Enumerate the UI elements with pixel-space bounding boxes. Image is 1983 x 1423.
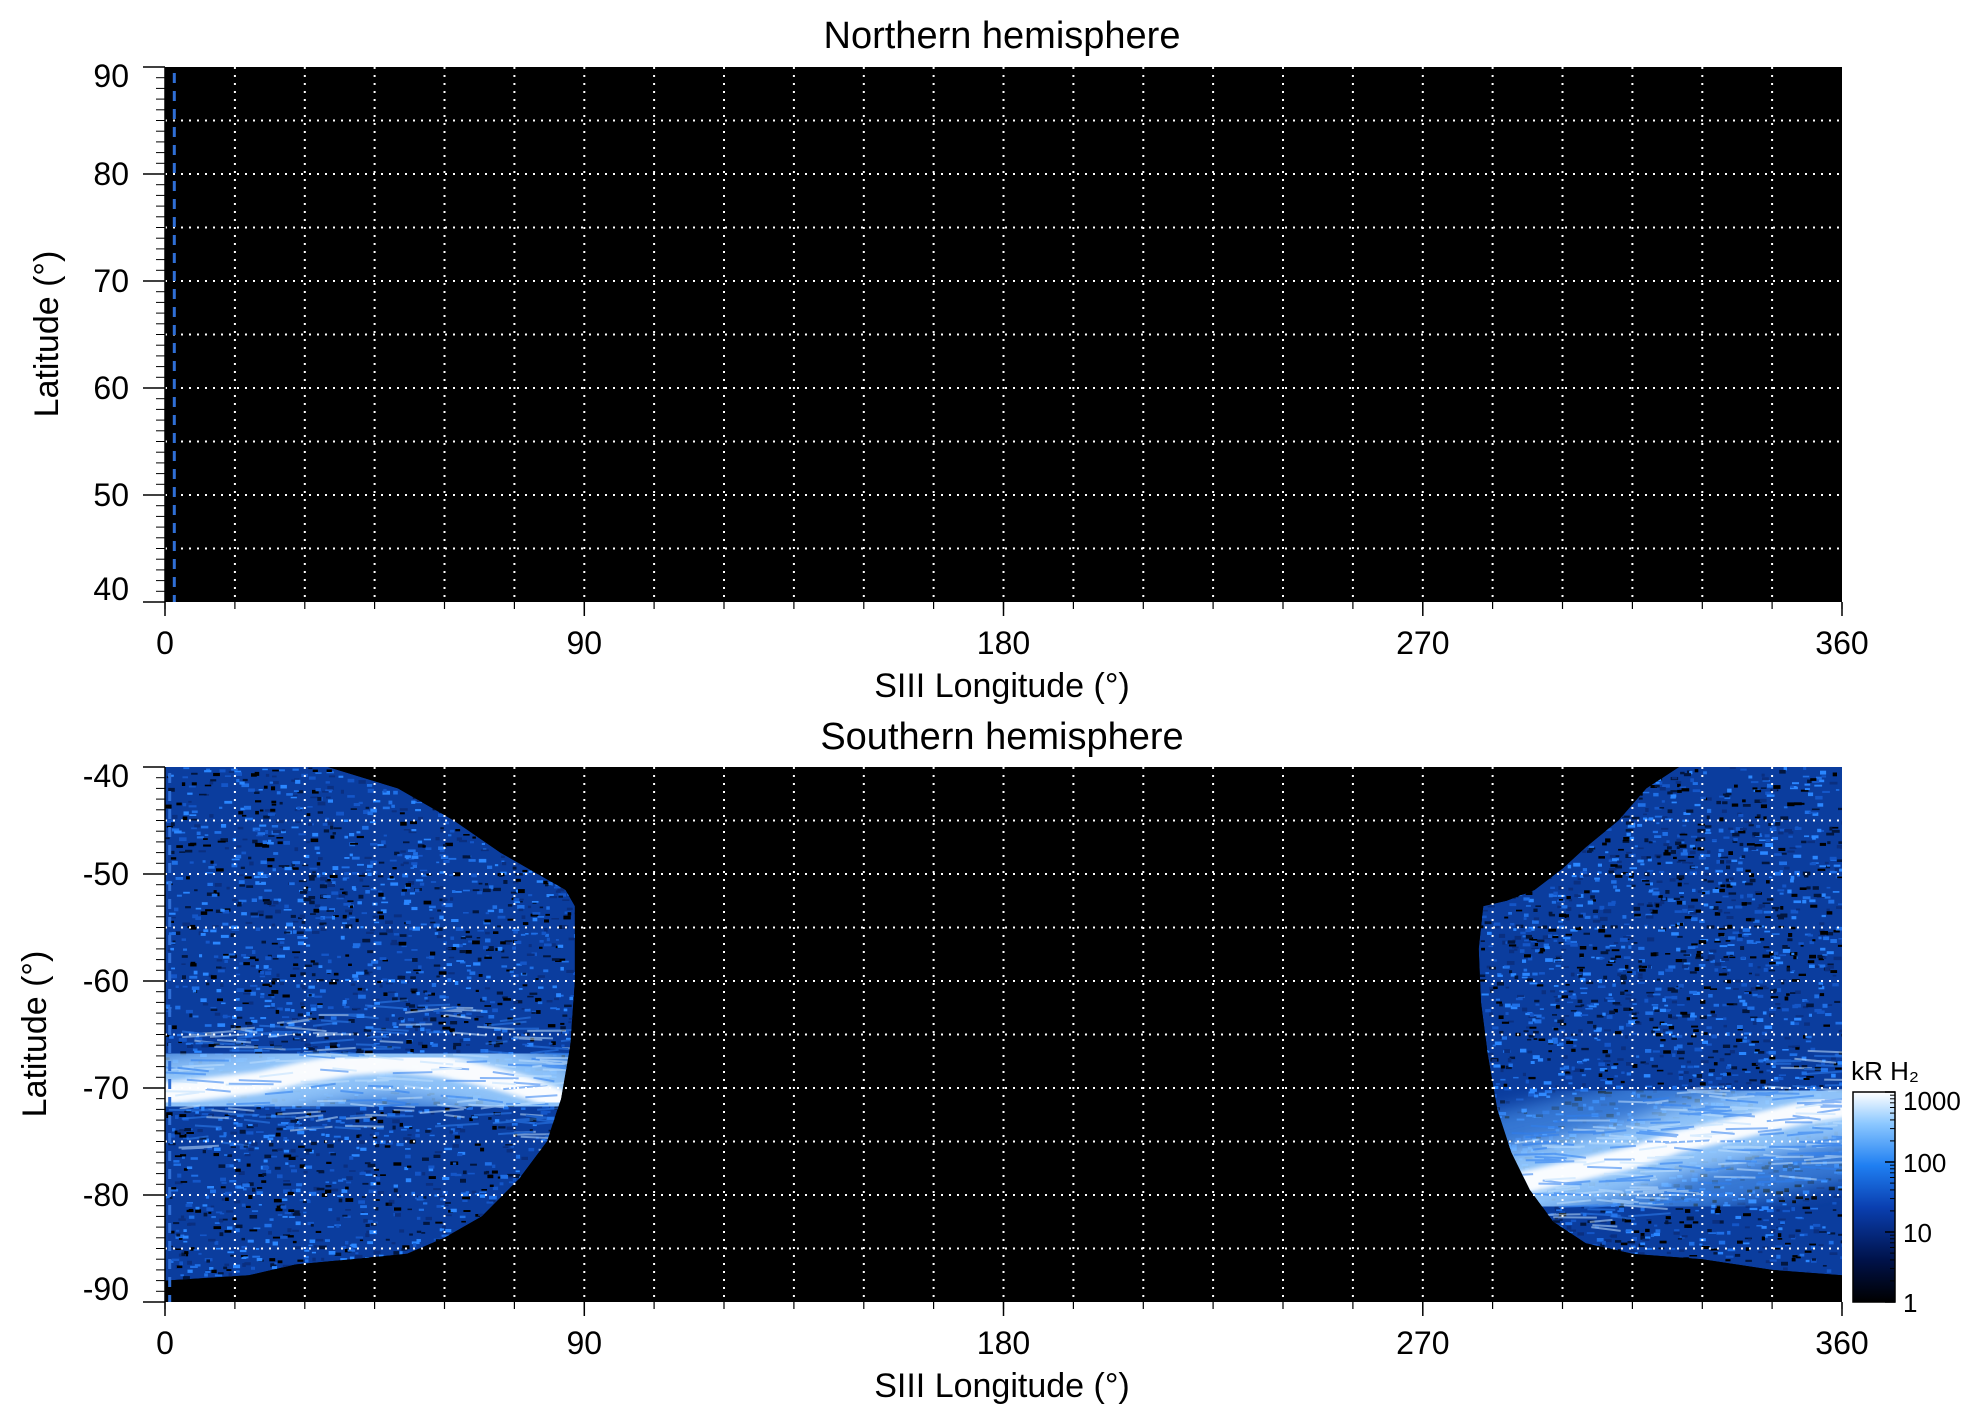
x-tick-label: 90 bbox=[567, 625, 603, 661]
y-tick-label: -40 bbox=[83, 758, 129, 794]
x-tick-label: 180 bbox=[977, 1325, 1030, 1361]
y-tick-label: 70 bbox=[93, 263, 129, 299]
x-tick-label: 270 bbox=[1396, 1325, 1449, 1361]
y-tick-label: -50 bbox=[83, 856, 129, 892]
x-tick-label: 90 bbox=[567, 1325, 603, 1361]
y-tick-label: 40 bbox=[93, 571, 129, 607]
y-tick-label: 80 bbox=[93, 156, 129, 192]
northern-x-axis-label: SIII Longitude (°) bbox=[874, 667, 1130, 705]
colorbar-ticks: 1 10 100 1000 bbox=[1885, 1086, 1961, 1318]
x-tick-label: 360 bbox=[1815, 625, 1868, 661]
x-tick-label: 0 bbox=[156, 1325, 174, 1361]
northern-y-axis-label: Latitude (°) bbox=[28, 251, 66, 418]
y-tick-label: 90 bbox=[93, 58, 129, 94]
southern-gridlines bbox=[165, 767, 1842, 1302]
colorbar-tick-label: 1 bbox=[1903, 1288, 1917, 1318]
southern-panel: Southern hemisphere 0 90 180 270 360 -90 -80 -7… bbox=[16, 716, 1869, 1405]
y-tick-label: 60 bbox=[93, 370, 129, 406]
x-tick-label: 360 bbox=[1815, 1325, 1868, 1361]
colorbar-tick-label: 1000 bbox=[1903, 1086, 1961, 1116]
y-tick-label: -70 bbox=[83, 1070, 129, 1106]
y-tick-label: 50 bbox=[93, 477, 129, 513]
colorbar-gradient bbox=[1852, 1091, 1896, 1303]
southern-x-axis-label: SIII Longitude (°) bbox=[874, 1367, 1130, 1405]
x-tick-label: 180 bbox=[977, 625, 1030, 661]
southern-emission-layer bbox=[165, 767, 1842, 1281]
x-tick-label: 0 bbox=[156, 625, 174, 661]
y-tick-label: -60 bbox=[83, 963, 129, 999]
y-tick-label: -80 bbox=[83, 1177, 129, 1213]
northern-panel-title: Northern hemisphere bbox=[824, 15, 1181, 57]
northern-axis-ticks: 0 90 180 270 360 40 50 60 70 80 90 bbox=[93, 58, 1868, 661]
northern-panel: Northern hemisphere 0 90 180 270 360 40 50 60 70… bbox=[28, 15, 1869, 705]
northern-gridlines bbox=[165, 67, 1842, 602]
colorbar-label: kR H₂ bbox=[1851, 1056, 1919, 1086]
colorbar-tick-label: 100 bbox=[1903, 1148, 1946, 1178]
southern-axis-ticks: 0 90 180 270 360 -90 -80 -70 -60 -50 -40 bbox=[83, 758, 1869, 1361]
y-tick-label: -90 bbox=[83, 1271, 129, 1307]
colorbar: kR H₂ 1 10 100 1000 bbox=[1851, 1056, 1961, 1318]
southern-panel-title: Southern hemisphere bbox=[820, 716, 1183, 758]
colorbar-tick-label: 10 bbox=[1903, 1218, 1932, 1248]
southern-y-axis-label: Latitude (°) bbox=[16, 951, 54, 1118]
x-tick-label: 270 bbox=[1396, 625, 1449, 661]
